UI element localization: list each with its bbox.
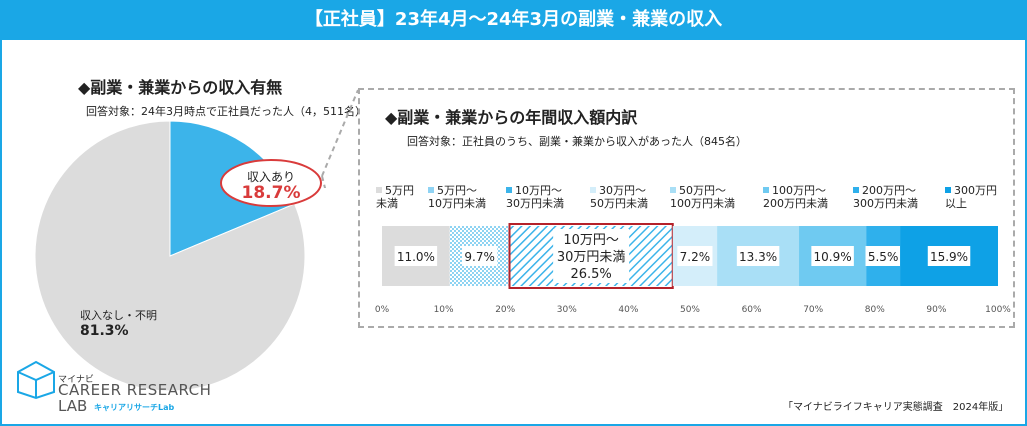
legend-label-line2: 30万円未満 xyxy=(506,197,564,210)
legend-item: 30万円～ 50万円未満 xyxy=(590,184,648,210)
legend-swatch xyxy=(763,187,769,193)
callout-ellipse xyxy=(220,159,322,207)
legend-label-line1: 5万円 xyxy=(385,184,414,197)
income-callout: 収入あり 18.7% xyxy=(219,158,323,208)
pie-section-note: 回答対象：24年3月時点で正社員だった人（4，511名） xyxy=(86,105,366,118)
legend-swatch xyxy=(428,187,434,193)
legend-swatch xyxy=(945,187,951,193)
pie-slice-no-income xyxy=(35,121,305,391)
callout-connector xyxy=(321,89,359,188)
legend-swatch xyxy=(853,187,859,193)
legend-swatch xyxy=(590,187,596,193)
pie-section-title: ◆副業・兼業からの収入有無 xyxy=(78,78,283,97)
legend-label-line2: 200万円未満 xyxy=(763,197,828,210)
legend-label-line1: 5万円～ xyxy=(437,184,477,197)
callout-value: 18.7% xyxy=(241,183,301,203)
pie-label-no-income-name: 収入なし・不明 xyxy=(80,309,157,322)
logo-brand: マイナビ xyxy=(58,375,94,385)
breakdown-note: 回答対象：正社員のうち、副業・兼業から収入があった人（845名） xyxy=(407,135,747,148)
legend-item: 50万円～ 100万円未満 xyxy=(670,184,735,210)
legend-item: 5万円～ 10万円未満 xyxy=(428,184,486,210)
legend-label-line1: 300万円 xyxy=(954,184,997,197)
logo-cube-icon xyxy=(17,360,55,400)
legend-item: 300万円 以上 xyxy=(945,184,997,210)
legend-label-line2: 100万円未満 xyxy=(670,197,735,210)
legend-label-line1: 50万円～ xyxy=(679,184,726,197)
pie-label-no-income: 収入なし・不明 81.3% xyxy=(80,307,157,339)
callout-label: 収入あり xyxy=(246,170,295,184)
breakdown-panel xyxy=(358,88,1015,328)
pie-label-no-income-value: 81.3% xyxy=(80,323,129,339)
source-note: 「マイナビライフキャリア実態調査 2024年版」 xyxy=(783,402,1009,413)
legend-label-line1: 30万円～ xyxy=(599,184,646,197)
logo-subtitle: キャリアリサーチLab xyxy=(94,403,175,412)
logo-lab: LAB xyxy=(58,397,88,415)
legend-swatch xyxy=(506,187,512,193)
legend-item: 100万円～ 200万円未満 xyxy=(763,184,828,210)
legend-label-line2: 300万円未満 xyxy=(853,197,918,210)
legend-swatch xyxy=(670,187,676,193)
legend-label-line2: 以上 xyxy=(945,197,967,210)
legend-label-line2: 10万円未満 xyxy=(428,197,486,210)
legend-item: 5万円 未満 xyxy=(376,184,414,210)
page-title: 【正社員】23年4月～24年3月の副業・兼業の収入 xyxy=(0,0,1027,40)
legend-item: 10万円～ 30万円未満 xyxy=(506,184,564,210)
legend-label-line2: 未満 xyxy=(376,197,398,210)
breakdown-title: ◆副業・兼業からの年間収入額内訳 xyxy=(385,108,638,127)
legend-swatch xyxy=(376,187,382,193)
legend-label-line1: 200万円～ xyxy=(862,184,916,197)
legend-label-line1: 100万円～ xyxy=(772,184,826,197)
legend-label-line2: 50万円未満 xyxy=(590,197,648,210)
legend-item: 200万円～ 300万円未満 xyxy=(853,184,918,210)
legend-label-line1: 10万円～ xyxy=(515,184,562,197)
logo-career-research: CAREER RESEARCH xyxy=(58,381,212,399)
